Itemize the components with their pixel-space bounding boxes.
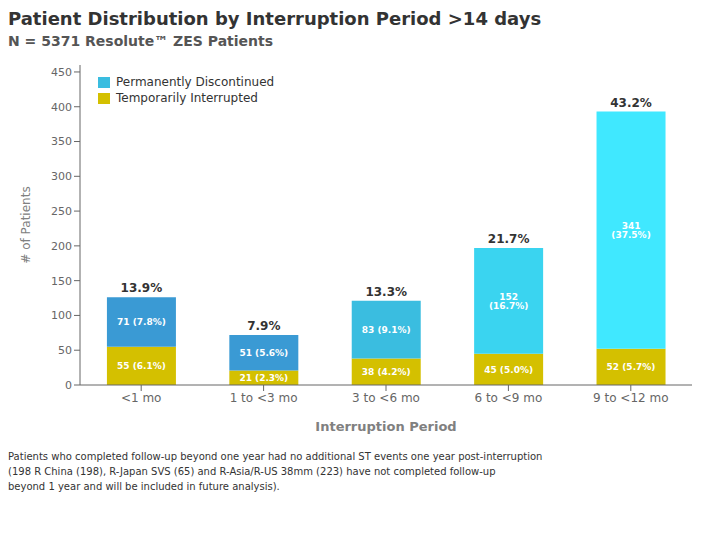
svg-text:150: 150 <box>51 275 72 288</box>
svg-text:21.7%: 21.7% <box>488 232 530 246</box>
svg-text:50: 50 <box>58 344 72 357</box>
svg-text:13.9%: 13.9% <box>121 281 163 295</box>
svg-text:<1 mo: <1 mo <box>121 391 162 405</box>
svg-text:83 (9.1%): 83 (9.1%) <box>362 325 411 335</box>
svg-text:200: 200 <box>51 240 72 253</box>
svg-text:400: 400 <box>51 101 72 114</box>
svg-text:43.2%: 43.2% <box>610 96 652 110</box>
svg-text:3 to <6 mo: 3 to <6 mo <box>352 391 420 405</box>
svg-text:Interruption Period: Interruption Period <box>315 419 456 434</box>
svg-text:1 to <3 mo: 1 to <3 mo <box>230 391 298 405</box>
svg-text:0: 0 <box>65 379 72 392</box>
svg-text:350: 350 <box>51 135 72 148</box>
svg-text:52 (5.7%): 52 (5.7%) <box>607 362 656 372</box>
svg-text:7.9%: 7.9% <box>247 319 280 333</box>
html-text:Temporarily Interrupted: Temporarily Interrupted <box>116 91 258 105</box>
svg-text:# of Patients: # of Patients <box>19 186 33 263</box>
svg-text:51 (5.6%): 51 (5.6%) <box>239 348 288 358</box>
svg-text:71 (7.8%): 71 (7.8%) <box>117 317 166 327</box>
svg-text:9 to <12 mo: 9 to <12 mo <box>593 391 668 405</box>
svg-text:100: 100 <box>51 309 72 322</box>
svg-text:450: 450 <box>51 66 72 79</box>
svg-text:21 (2.3%): 21 (2.3%) <box>239 373 288 383</box>
svg-text:152(16.7%): 152(16.7%) <box>489 292 528 311</box>
html-text:N = 5371 Resolute™ ZES Patient: N = 5371 Resolute™ ZES Patients <box>8 33 274 49</box>
svg-text:300: 300 <box>51 170 72 183</box>
svg-text:6 to <9 mo: 6 to <9 mo <box>474 391 542 405</box>
svg-text:341(37.5%): 341(37.5%) <box>611 221 650 240</box>
html-text:Patients who completed follow-: Patients who completed follow-up beyond … <box>8 451 543 492</box>
svg-text:38 (4.2%): 38 (4.2%) <box>362 367 411 377</box>
html-text:Permanently Discontinued: Permanently Discontinued <box>116 75 275 89</box>
html-text:Patient Distribution by Interr: Patient Distribution by Interruption Per… <box>8 8 542 29</box>
svg-text:45 (5.0%): 45 (5.0%) <box>484 365 533 375</box>
svg-text:13.3%: 13.3% <box>365 285 407 299</box>
svg-text:55 (6.1%): 55 (6.1%) <box>117 361 166 371</box>
svg-text:250: 250 <box>51 205 72 218</box>
